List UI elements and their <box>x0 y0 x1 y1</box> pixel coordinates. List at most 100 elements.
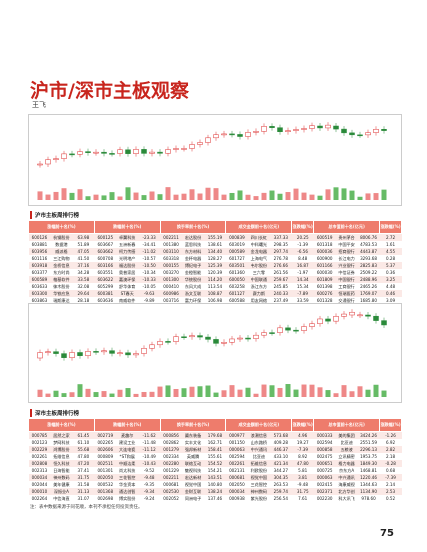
table-cell: 125.39 <box>204 262 226 269</box>
table-cell: 科大讯飞 <box>338 495 355 501</box>
column-header: 涨跌幅(%) <box>291 220 315 234</box>
decor <box>189 189 195 200</box>
table-cell: 603667 <box>97 242 114 247</box>
table-cell: 2825.83 <box>357 262 380 269</box>
table-cell: 5.37 <box>379 262 402 269</box>
table-cell: 601360 <box>229 270 245 275</box>
table-cell: 276.78 <box>273 256 288 261</box>
table-cell: 603622 <box>94 276 117 283</box>
table-cell: 4783.53 <box>360 242 377 247</box>
table-cell: 261.56 <box>273 270 288 275</box>
table-cell: -9.89 <box>143 298 155 303</box>
decor <box>93 151 99 154</box>
decor <box>85 151 91 153</box>
decor <box>141 348 147 354</box>
table-cell: 0.36 <box>385 270 396 275</box>
table-cell: 256.54 <box>273 496 288 501</box>
table-cell: 41.50 <box>77 256 90 261</box>
table-cell: 31.07 <box>77 496 90 501</box>
decor <box>349 391 355 397</box>
decor <box>269 190 275 200</box>
decor <box>117 389 123 397</box>
decor <box>69 153 75 156</box>
table-cell: 英威腾 <box>186 453 200 459</box>
table-cell: 002594 <box>316 440 333 445</box>
decor <box>293 129 299 131</box>
decor <box>325 390 331 397</box>
table-cell: 002265 <box>97 440 114 445</box>
decor <box>213 134 219 139</box>
table-cell: 中国银行 <box>335 276 358 283</box>
market-chart-image <box>28 303 402 403</box>
table-cell: 000651 <box>313 460 336 467</box>
table-cell: -10.57 <box>142 256 156 261</box>
table-cell: 立讯精密 <box>338 453 355 459</box>
decor <box>381 189 387 200</box>
table-cell: 2.14 <box>385 482 396 487</box>
table-cell: 603636 <box>97 298 114 303</box>
decor <box>325 124 331 129</box>
table-cell: 32.08 <box>77 284 90 289</box>
table-cell: -9.34 <box>138 488 161 495</box>
table-cell: 002334 <box>163 454 179 459</box>
table-cell: 603881 <box>31 242 48 247</box>
table-cell: 000034 <box>225 488 248 495</box>
decor <box>101 391 107 397</box>
table-cell: 600708 <box>97 256 114 261</box>
decor <box>245 132 251 137</box>
decor <box>357 134 363 137</box>
table-cell: 000725 <box>316 468 333 473</box>
table-cell: 344.27 <box>273 468 288 473</box>
table-cell: 000681 <box>225 474 248 481</box>
decor <box>341 128 347 134</box>
decor <box>365 389 371 397</box>
table-cell: -7.39 <box>379 474 402 481</box>
table-cell: 居然之家 <box>50 431 73 439</box>
table-cell: 三花智控 <box>250 481 268 487</box>
column-header: 成交金额前十名(亿元) <box>225 220 293 234</box>
table-cell: 002719 <box>94 431 117 439</box>
table-cell: 001301 <box>97 468 114 473</box>
table-cell: 37.16 <box>72 262 95 269</box>
table-cell: 徕木股份 <box>53 283 70 289</box>
table-cell: 446.37 <box>269 446 292 453</box>
table-cell: 拓维信息 <box>53 453 70 459</box>
table-cell: -9.63 <box>138 290 161 297</box>
table-cell: 002594 <box>229 454 245 459</box>
table-cell: 8.92 <box>298 454 308 459</box>
table-cell: -9.24 <box>143 496 155 501</box>
table-cell: 47.80 <box>77 454 90 459</box>
decor <box>373 129 379 133</box>
table-cell: 京东方A <box>339 467 355 473</box>
decor <box>349 311 355 316</box>
table-cell: -1.97 <box>297 270 309 275</box>
table-cell: 600986 <box>160 290 183 297</box>
table-cell: 603300 <box>28 290 51 297</box>
decor <box>189 386 195 397</box>
table-cell: 001368 <box>94 488 117 495</box>
table-cell: 瑞斯康达 <box>53 297 70 303</box>
table-cell: 恒久科技 <box>50 460 73 467</box>
table-cell: 140.80 <box>207 482 223 487</box>
table-cell: 002229 <box>28 446 51 453</box>
table-cell: 8006.76 <box>357 233 380 241</box>
table-cell: 1220.46 <box>357 474 380 481</box>
table-cell: 31.13 <box>72 488 95 495</box>
table-cell: 2465.26 <box>360 284 377 289</box>
table-cell: 33.58 <box>72 276 95 283</box>
table-cell: 上海电气 <box>250 255 268 261</box>
table-cell: -9.52 <box>143 468 155 473</box>
table-cell: 7.61 <box>298 496 308 501</box>
table-cell: 600276 <box>313 290 336 297</box>
decor <box>365 193 371 200</box>
decor <box>325 318 331 322</box>
table-cell: -11.48 <box>142 440 156 445</box>
decor <box>221 133 227 136</box>
decor <box>93 392 99 397</box>
table-cell: 000410 <box>163 284 179 289</box>
decor <box>205 187 211 200</box>
decor <box>293 329 299 332</box>
table-cell: 光明地产 <box>119 255 136 261</box>
table-cell: -10.43 <box>138 460 161 467</box>
table-cell: 154.52 <box>204 460 226 467</box>
